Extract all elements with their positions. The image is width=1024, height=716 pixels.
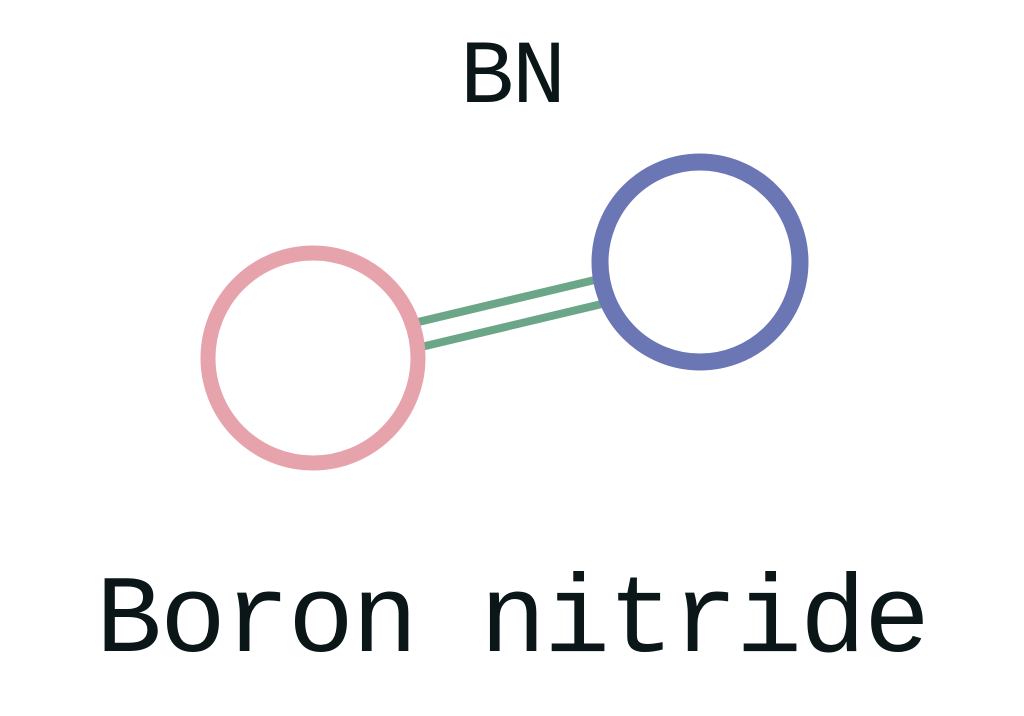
atom-nitrogen [600, 162, 800, 362]
molecular-formula: BN [460, 28, 564, 130]
compound-name: Boron nitride [96, 560, 928, 685]
bond [402, 276, 618, 350]
atom-boron [208, 253, 418, 463]
bond-group [402, 276, 618, 350]
